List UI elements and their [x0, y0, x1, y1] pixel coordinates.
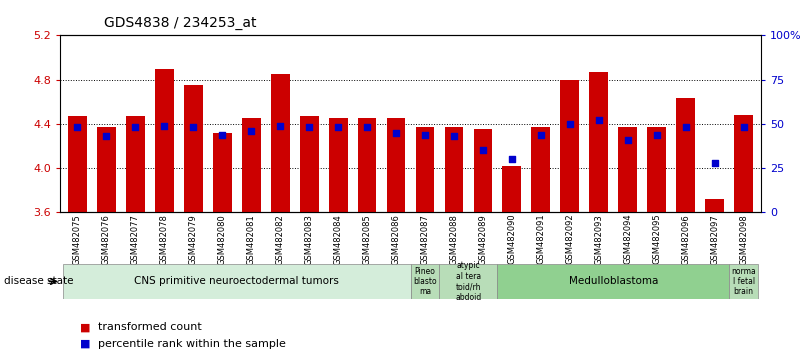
- Bar: [647, 127, 666, 212]
- FancyBboxPatch shape: [729, 264, 758, 299]
- Point: [187, 125, 199, 130]
- Bar: [416, 127, 434, 212]
- Point: [158, 123, 171, 129]
- Bar: [561, 80, 579, 212]
- Text: disease state: disease state: [4, 276, 74, 286]
- Point: [448, 133, 461, 139]
- Point: [679, 125, 692, 130]
- Text: norma
l fetal
brain: norma l fetal brain: [731, 267, 756, 296]
- Text: transformed count: transformed count: [98, 322, 202, 332]
- Point: [245, 128, 258, 134]
- Point: [129, 125, 142, 130]
- Bar: [328, 118, 348, 212]
- Bar: [502, 166, 521, 212]
- Text: Medulloblastoma: Medulloblastoma: [569, 276, 658, 286]
- Text: percentile rank within the sample: percentile rank within the sample: [98, 339, 286, 349]
- Point: [332, 125, 344, 130]
- Bar: [155, 69, 174, 212]
- Point: [505, 156, 518, 162]
- Bar: [184, 85, 203, 212]
- Point: [274, 123, 287, 129]
- Point: [71, 125, 84, 130]
- Bar: [445, 127, 463, 212]
- Point: [303, 125, 316, 130]
- Bar: [97, 127, 116, 212]
- Text: Pineo
blasto
ma: Pineo blasto ma: [413, 267, 437, 296]
- Bar: [705, 199, 724, 212]
- Bar: [300, 116, 319, 212]
- Point: [100, 133, 113, 139]
- Point: [563, 121, 576, 127]
- Point: [622, 137, 634, 143]
- FancyBboxPatch shape: [440, 264, 497, 299]
- Point: [708, 160, 721, 166]
- Point: [419, 132, 432, 137]
- Bar: [68, 116, 87, 212]
- Bar: [271, 74, 290, 212]
- Bar: [735, 115, 753, 212]
- Text: CNS primitive neuroectodermal tumors: CNS primitive neuroectodermal tumors: [135, 276, 339, 286]
- Point: [593, 118, 606, 123]
- FancyBboxPatch shape: [410, 264, 440, 299]
- Text: ■: ■: [80, 339, 91, 349]
- Bar: [126, 116, 145, 212]
- Bar: [676, 98, 695, 212]
- FancyBboxPatch shape: [63, 264, 410, 299]
- Bar: [590, 72, 608, 212]
- Bar: [242, 118, 260, 212]
- Point: [534, 132, 547, 137]
- Bar: [531, 127, 550, 212]
- Bar: [387, 118, 405, 212]
- Text: GDS4838 / 234253_at: GDS4838 / 234253_at: [104, 16, 256, 30]
- Point: [737, 125, 750, 130]
- Text: ■: ■: [80, 322, 91, 332]
- Bar: [213, 133, 231, 212]
- Bar: [473, 130, 493, 212]
- FancyBboxPatch shape: [497, 264, 729, 299]
- Bar: [358, 118, 376, 212]
- Point: [215, 132, 228, 137]
- Bar: [618, 127, 637, 212]
- Point: [360, 125, 373, 130]
- Point: [389, 130, 402, 136]
- Text: atypic
al tera
toid/rh
abdoid: atypic al tera toid/rh abdoid: [455, 261, 481, 302]
- Point: [477, 148, 489, 153]
- Point: [650, 132, 663, 137]
